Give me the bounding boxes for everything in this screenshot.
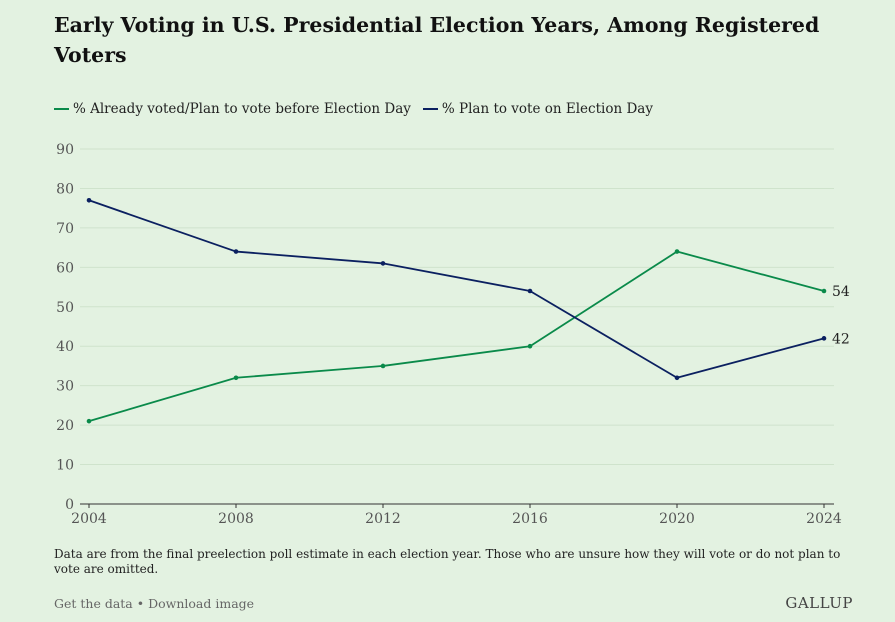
- footer-links: Get the data • Download image: [54, 596, 254, 611]
- y-tick-label: 40: [56, 339, 74, 355]
- data-point: [86, 418, 92, 424]
- data-point: [527, 288, 533, 294]
- series-line-election-day: [88, 199, 825, 379]
- x-tick-label: 2016: [512, 511, 548, 527]
- data-point: [380, 363, 386, 369]
- y-tick-label: 20: [56, 418, 74, 434]
- x-tick-label: 2008: [218, 511, 254, 527]
- x-tick-label: 2012: [365, 511, 401, 527]
- gallup-logo: GALLUP: [785, 594, 853, 612]
- data-point: [233, 249, 239, 254]
- y-tick-label: 10: [56, 458, 74, 474]
- legend: % Already voted/Plan to vote before Elec…: [54, 101, 665, 117]
- footer-separator: •: [132, 596, 149, 611]
- x-tick-label: 2004: [71, 511, 107, 527]
- data-point: [821, 288, 827, 294]
- data-point: [674, 375, 680, 381]
- y-tick-label: 0: [65, 497, 74, 513]
- y-tick-label: 60: [56, 260, 74, 276]
- y-tick-label: 90: [56, 142, 74, 158]
- data-point: [86, 197, 92, 203]
- data-point: [821, 336, 827, 341]
- end-value-label: 54: [832, 284, 850, 300]
- legend-label-early: % Already voted/Plan to vote before Elec…: [73, 101, 411, 117]
- end-value-label: 42: [832, 331, 850, 347]
- y-tick-label: 30: [56, 379, 74, 395]
- y-tick-label: 70: [56, 221, 74, 237]
- series-line-early: [88, 250, 825, 423]
- y-tick-label: 80: [56, 181, 74, 197]
- legend-swatch-election-day: [422, 108, 438, 110]
- legend-swatch-early: [54, 108, 69, 110]
- chart-title: Early Voting in U.S. Presidential Electi…: [54, 13, 820, 67]
- download-image-link[interactable]: Download image: [148, 596, 255, 611]
- data-point: [233, 375, 239, 381]
- chart-note: Data are from the final preelection poll…: [54, 547, 841, 576]
- get-data-link[interactable]: Get the data: [54, 596, 133, 611]
- legend-label-election-day: % Plan to vote on Election Day: [441, 101, 653, 117]
- data-point: [380, 261, 386, 266]
- legend-item-election-day[interactable]: % Plan to vote on Election Day: [422, 101, 653, 117]
- y-tick-label: 50: [56, 300, 74, 316]
- x-tick-label: 2020: [659, 511, 695, 527]
- data-point: [674, 249, 680, 254]
- x-tick-label: 2024: [806, 511, 842, 527]
- legend-item-early[interactable]: % Already voted/Plan to vote before Elec…: [54, 101, 411, 117]
- data-point: [527, 343, 533, 349]
